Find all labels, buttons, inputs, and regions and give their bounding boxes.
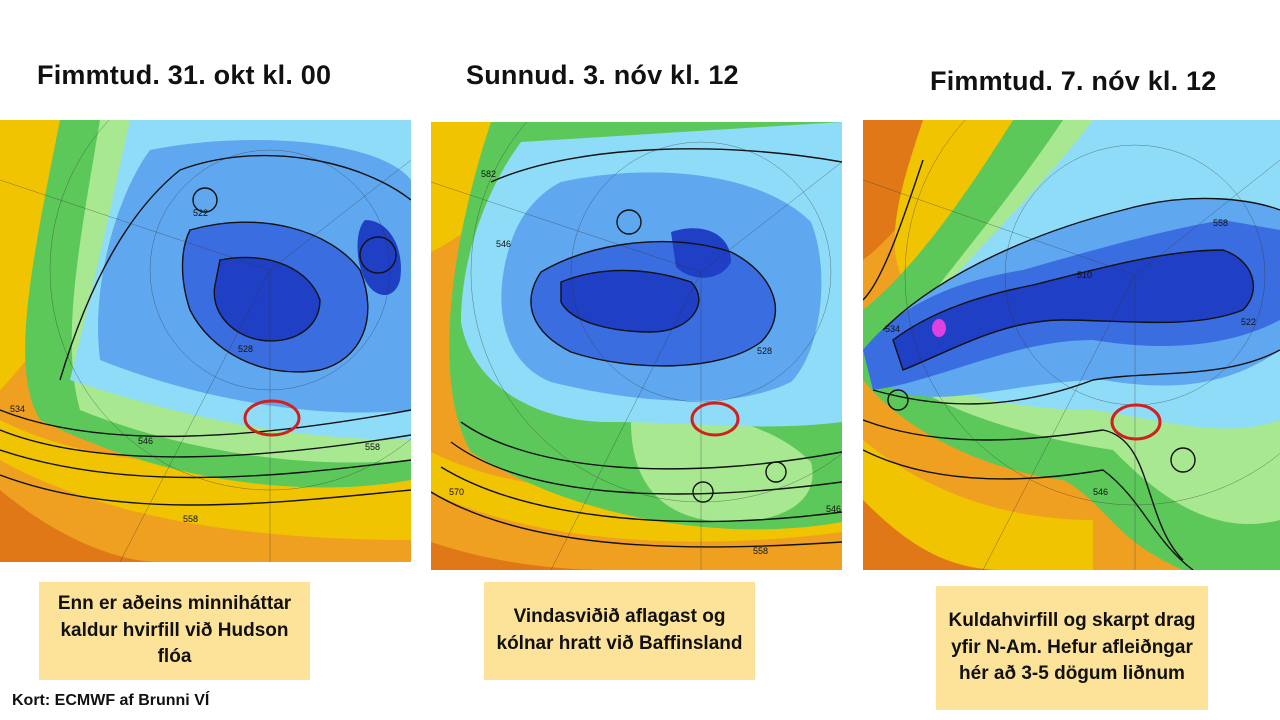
contour-label: 570 [449, 487, 464, 497]
panel-1-caption: Enn er aðeins minniháttar kaldur hvirfil… [39, 582, 310, 680]
panel-2-caption: Vindasviðið aflagast og kólnar hratt við… [484, 582, 755, 680]
contour-label: 582 [481, 169, 496, 179]
contour-label: 522 [1241, 317, 1256, 327]
contour-label: 522 [193, 208, 208, 218]
map-panel-1: 522 528 534 546 558 558 [0, 120, 411, 562]
marker-circle [690, 401, 740, 437]
panel-2-title: Sunnud. 3. nóv kl. 12 [466, 60, 739, 90]
contour-label: 534 [885, 324, 900, 334]
contour-label: 510 [1077, 270, 1092, 280]
contour-label: 546 [496, 239, 511, 249]
panel-3-title: Fimmtud. 7. nóv kl. 12 [930, 66, 1217, 96]
panel-1-title: Fimmtud. 31. okt kl. 00 [37, 60, 332, 90]
map-3-graphic: 534 510 522 546 558 [863, 120, 1280, 570]
contour-label: 546 [1093, 487, 1108, 497]
panel-2-caption-text: Vindasviðið aflagast og kólnar hratt við… [496, 606, 743, 654]
map-panel-3: 534 510 522 546 558 [863, 120, 1280, 570]
panel-3-caption-text: Kuldahvirfill og skarpt drag yfir N-Am. … [948, 610, 1196, 685]
contour-label: 558 [365, 442, 380, 452]
map-2-graphic: 582 546 528 570 558 546 [431, 122, 842, 570]
contour-label: 558 [183, 514, 198, 524]
contour-label: 528 [238, 344, 253, 354]
contour-label: 546 [138, 436, 153, 446]
marker-circle [1110, 403, 1162, 441]
low-pressure-core [932, 319, 946, 337]
contour-label: 546 [826, 504, 841, 514]
panel-1-caption-text: Enn er aðeins minniháttar kaldur hvirfil… [57, 593, 292, 668]
contour-label: 534 [10, 404, 25, 414]
map-1-graphic: 522 528 534 546 558 558 [0, 120, 411, 562]
contour-label: 528 [757, 346, 772, 356]
marker-circle [243, 399, 301, 437]
map-panel-2: 582 546 528 570 558 546 [431, 122, 842, 570]
contour-label: 558 [1213, 218, 1228, 228]
panel-3-caption: Kuldahvirfill og skarpt drag yfir N-Am. … [936, 586, 1208, 710]
contour-label: 558 [753, 546, 768, 556]
source-credit: Kort: ECMWF af Brunni VÍ [12, 692, 210, 709]
